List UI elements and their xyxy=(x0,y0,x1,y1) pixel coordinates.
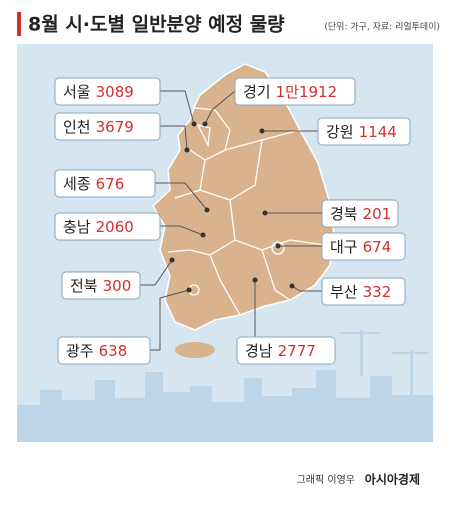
region-box xyxy=(317,117,411,146)
unit-note: (단위: 가구, 자료: 리얼투데이) xyxy=(324,22,440,33)
credit-brand: 아시아경제 xyxy=(365,472,420,487)
region-dot xyxy=(262,210,268,216)
region-value: 676 xyxy=(96,175,125,193)
region-value: 2060 xyxy=(96,218,134,236)
region-name: 인천 xyxy=(63,118,91,136)
region-box xyxy=(321,232,406,261)
region-box xyxy=(321,199,399,228)
leader-line xyxy=(150,289,190,351)
region-box xyxy=(54,212,161,241)
region-value: 638 xyxy=(99,342,128,360)
region-value: 674 xyxy=(363,238,392,256)
region-label: 경남 2777 xyxy=(245,342,316,360)
region-name: 광주 xyxy=(66,342,94,360)
region-label: 대구 674 xyxy=(330,238,391,256)
title-bar xyxy=(17,12,21,36)
region-name: 전북 xyxy=(70,277,98,295)
region-dot xyxy=(191,121,197,127)
region-name: 경북 xyxy=(330,205,358,223)
region-box xyxy=(54,77,161,106)
region-value: 1144 xyxy=(359,123,397,141)
region-labels: 서울 3089 인천 3679 경기 1만1912 강원 1144 세종 676 충남 2060 경북 2… xyxy=(54,77,411,365)
region-dot xyxy=(202,121,208,127)
credit-graphic: 그래픽 이영우 xyxy=(297,474,355,486)
region-name: 강원 xyxy=(326,123,354,141)
leader-line xyxy=(140,259,173,286)
title: 8월 시·도별 일반분양 예정 물량 xyxy=(28,14,285,36)
region-label: 강원 1144 xyxy=(326,123,397,141)
region-name: 경기 xyxy=(243,83,271,101)
region-label: 경북 201 xyxy=(330,205,391,223)
region-name: 경남 xyxy=(245,342,273,360)
region-dot xyxy=(200,232,206,238)
leader-line xyxy=(155,182,208,211)
region-value: 2777 xyxy=(278,342,316,360)
region-label: 광주 638 xyxy=(66,342,127,360)
region-label: 인천 3679 xyxy=(63,118,134,136)
region-label: 경기 1만1912 xyxy=(243,83,337,101)
region-box xyxy=(234,77,356,106)
region-name: 세종 xyxy=(63,175,91,193)
region-label: 충남 2060 xyxy=(63,218,134,236)
region-name: 서울 xyxy=(63,83,91,101)
region-value: 201 xyxy=(363,205,392,223)
leader-line xyxy=(160,225,204,236)
skyline xyxy=(17,330,433,442)
region-dot xyxy=(186,287,192,293)
region-box xyxy=(61,271,141,300)
region-value: 300 xyxy=(103,277,132,295)
region-dot xyxy=(259,128,265,134)
region-dot xyxy=(169,257,175,263)
leader-line xyxy=(160,125,188,151)
region-label: 세종 676 xyxy=(63,175,124,193)
region-name: 대구 xyxy=(330,238,358,256)
region-value: 3679 xyxy=(96,118,134,136)
leader-line xyxy=(291,285,322,292)
region-value: 332 xyxy=(363,283,392,301)
region-label: 서울 3089 xyxy=(63,83,134,101)
leader-line xyxy=(160,90,195,125)
region-value: 1만1912 xyxy=(276,83,338,101)
region-box xyxy=(57,336,151,365)
leader-line xyxy=(204,90,236,125)
region-box xyxy=(54,169,156,198)
region-name: 충남 xyxy=(63,218,91,236)
region-label: 전북 300 xyxy=(70,277,131,295)
region-dot xyxy=(204,207,210,213)
region-dot xyxy=(275,243,281,249)
region-box xyxy=(54,112,161,141)
region-dot xyxy=(289,283,295,289)
region-box xyxy=(321,277,406,306)
region-value: 3089 xyxy=(96,83,134,101)
region-label: 부산 332 xyxy=(330,283,391,301)
region-name: 부산 xyxy=(330,283,358,301)
region-dot xyxy=(252,277,258,283)
region-dot xyxy=(184,147,190,153)
region-box xyxy=(236,336,336,365)
